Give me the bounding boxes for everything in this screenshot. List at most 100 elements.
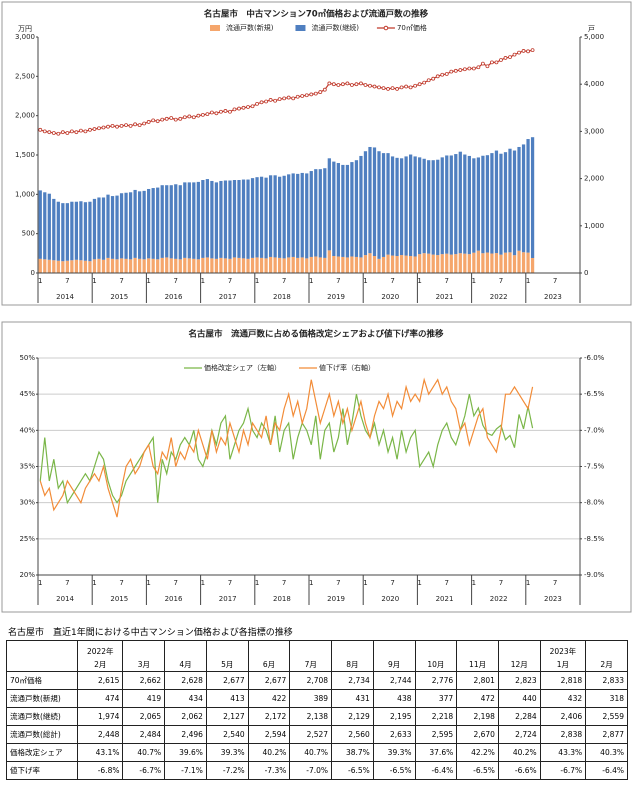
table-cell: 432 xyxy=(539,689,587,708)
bar xyxy=(88,201,92,262)
y2-axis-title: 戸 xyxy=(588,25,595,33)
bar xyxy=(309,171,313,257)
header-cell: 2022年 2月 xyxy=(76,640,124,672)
line-marker xyxy=(327,81,332,86)
bar xyxy=(65,203,69,261)
month-label: 11月 xyxy=(469,660,487,669)
line-marker xyxy=(47,130,52,135)
header-cell: 10月 xyxy=(414,640,458,672)
bar xyxy=(449,155,453,255)
line-marker xyxy=(60,130,65,135)
line-marker xyxy=(526,49,530,54)
bar xyxy=(52,198,56,261)
table-cell: 2,633 xyxy=(372,725,416,744)
bar xyxy=(422,158,426,254)
bar xyxy=(476,250,481,273)
line-marker xyxy=(331,82,336,87)
legend-label: 価格改定シェア（左軸） xyxy=(204,363,281,372)
year-label: 2015 xyxy=(110,595,128,603)
header-cell: 12月 xyxy=(497,640,541,672)
table-cell: -6.5% xyxy=(372,761,416,780)
line-marker xyxy=(164,116,169,121)
line-marker xyxy=(200,112,205,117)
bar xyxy=(83,202,88,261)
bar xyxy=(65,260,69,273)
x-tick-label: 1 xyxy=(255,579,259,587)
x-tick-label: 7 xyxy=(119,579,123,587)
bar xyxy=(395,157,399,257)
line-marker xyxy=(74,130,79,135)
y-tick-label: 20% xyxy=(19,571,35,579)
bar xyxy=(128,192,133,260)
header-cell: 11月 xyxy=(456,640,499,672)
line-marker xyxy=(65,131,70,135)
table-cell: 43.1% xyxy=(76,743,124,762)
bar xyxy=(115,259,119,273)
line-marker xyxy=(246,105,250,109)
line-marker xyxy=(395,87,399,91)
bar xyxy=(287,257,291,273)
bar xyxy=(92,259,97,273)
row-label: 値下げ率 xyxy=(6,761,78,780)
month-label: 6月 xyxy=(262,660,276,669)
table-cell: -7.2% xyxy=(205,761,249,780)
bar xyxy=(431,160,435,255)
bar xyxy=(485,252,490,273)
bar xyxy=(232,180,237,258)
bar xyxy=(119,193,124,259)
line-marker xyxy=(530,48,535,53)
line-marker xyxy=(390,86,395,91)
line-marker xyxy=(115,124,119,129)
month-label: 10月 xyxy=(427,660,445,669)
row-label: 70㎡価格 xyxy=(6,671,78,690)
line-marker xyxy=(404,84,409,89)
table-cell: 438 xyxy=(372,689,416,708)
y-tick-label: 30% xyxy=(19,499,35,507)
bar xyxy=(386,254,390,273)
bar xyxy=(309,256,313,273)
year-label: 2014 xyxy=(56,293,74,301)
bar xyxy=(404,255,408,273)
bar xyxy=(137,191,142,259)
y-tick-label: 50% xyxy=(19,354,35,362)
line-marker xyxy=(101,125,106,130)
table-cell: 2,833 xyxy=(585,671,628,690)
table-cell: 2,594 xyxy=(247,725,291,744)
table-cell: 40.2% xyxy=(247,743,291,762)
line xyxy=(40,49,533,135)
bar xyxy=(427,253,431,273)
bar xyxy=(128,259,133,273)
bar xyxy=(43,259,47,273)
line-marker xyxy=(133,122,138,127)
x-tick-label: 7 xyxy=(336,579,340,587)
line-marker xyxy=(69,129,74,134)
bar xyxy=(390,156,395,256)
line-marker xyxy=(97,126,101,131)
line-marker xyxy=(363,83,368,87)
bar xyxy=(467,155,471,255)
bar xyxy=(38,258,42,273)
bar xyxy=(92,198,97,260)
line-marker xyxy=(268,98,273,102)
bar xyxy=(363,151,368,256)
bar xyxy=(336,256,340,273)
line-marker xyxy=(350,83,354,87)
table-cell: 2,677 xyxy=(247,671,291,690)
bar xyxy=(463,253,467,273)
line-marker xyxy=(196,113,201,118)
table-cell: 2,195 xyxy=(372,707,416,726)
line-marker xyxy=(354,82,359,87)
bar xyxy=(196,181,200,260)
line-marker xyxy=(241,105,246,110)
table-cell: -7.3% xyxy=(247,761,291,780)
bar xyxy=(187,258,191,273)
bar xyxy=(250,178,255,258)
table-cell: -6.4% xyxy=(414,761,458,780)
x-tick-label: 7 xyxy=(553,277,557,285)
bar xyxy=(79,201,83,261)
line-marker xyxy=(490,60,494,65)
line-marker xyxy=(485,64,490,69)
y-axis-title: 万円 xyxy=(18,25,32,33)
y-tick-label: 45% xyxy=(19,390,35,398)
table-cell: 2,138 xyxy=(289,707,333,726)
